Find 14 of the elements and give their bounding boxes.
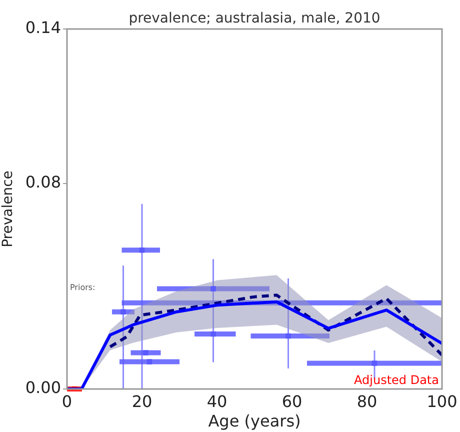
y-tick-label: 0.08 xyxy=(25,172,61,192)
x-tick-label: 0 xyxy=(62,392,72,411)
text: Adjusted Data xyxy=(354,373,439,388)
y-tick-label: 0.14 xyxy=(25,18,61,38)
x-tick-label: 60 xyxy=(282,392,302,411)
chart-title: prevalence; australasia, male, 2010 xyxy=(128,10,380,27)
x-axis-title: Age (years) xyxy=(208,412,301,431)
x-tick-label: 100 xyxy=(426,392,458,411)
y-tick-label: 0.00 xyxy=(25,378,61,398)
x-tick-label: 40 xyxy=(206,392,228,411)
x-tick-label: 80 xyxy=(356,392,378,411)
x-tick-label: 20 xyxy=(132,392,152,411)
annotation: Priors: xyxy=(70,282,96,292)
y-axis-title: Prevalence xyxy=(0,170,16,248)
